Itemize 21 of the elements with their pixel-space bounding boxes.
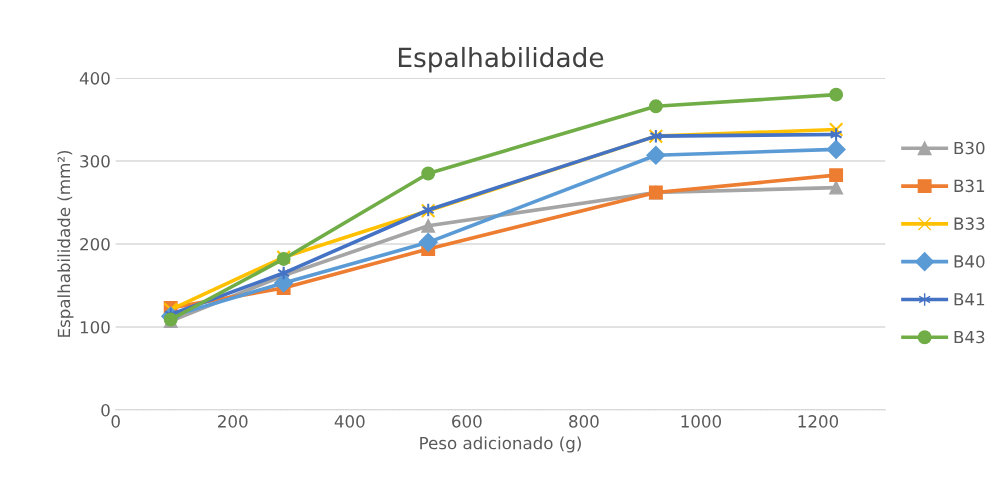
chart-title: Espalhabilidade [398, 46, 604, 73]
legend-label: B43 [954, 330, 985, 344]
x-tick-label: 800 [569, 415, 599, 428]
y-tick-label: 300 [80, 155, 110, 168]
y-tick-label: 200 [80, 237, 110, 251]
x-tick-label: 600 [452, 415, 482, 428]
x-tick-label: 400 [334, 415, 365, 428]
x-tick-label: 200 [218, 415, 248, 428]
x-tick-label: 1000 [681, 415, 722, 428]
y-tick-label: 0 [101, 403, 110, 417]
legend-label: B31 [954, 179, 985, 193]
legend-label: B40 [954, 255, 985, 268]
x-tick-label: 1200 [798, 415, 839, 428]
y-axis-title: Espalhabilidade (mm²) [57, 150, 74, 337]
x-axis-title: Peso adicionado (g) [420, 436, 581, 453]
x-tick-label: 0 [111, 415, 120, 428]
legend-label: B41 [954, 293, 985, 306]
legend-label: B33 [954, 217, 985, 230]
legend-label: B30 [954, 141, 985, 155]
y-tick-label: 100 [80, 320, 110, 334]
y-tick-label: 400 [79, 72, 110, 85]
